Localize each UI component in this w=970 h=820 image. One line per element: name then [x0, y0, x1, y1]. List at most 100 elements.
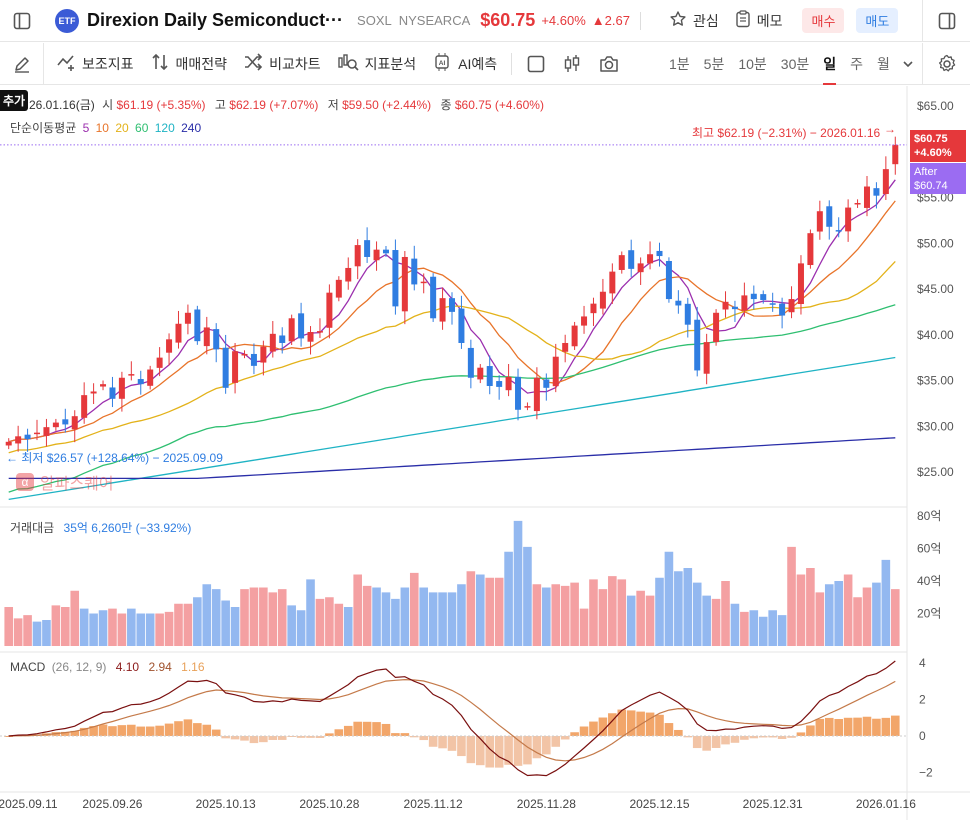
macd-histogram-bar	[664, 723, 674, 736]
sidebar-toggle-icon[interactable]	[0, 0, 44, 42]
candle-body	[769, 303, 776, 305]
volume-bar	[127, 608, 136, 646]
macd-histogram-bar	[617, 709, 627, 736]
volume-label: 거래대금	[10, 521, 55, 535]
macd-histogram-bar	[777, 736, 787, 739]
tab-period-day[interactable]: 일	[823, 43, 837, 85]
strategy-button[interactable]: 매매전략	[150, 52, 227, 75]
tab-period-5min[interactable]: 5분	[703, 56, 725, 72]
ma-legend[interactable]: 단순이동평균 5 10 20 60 120 240	[10, 119, 201, 136]
volume-bar	[42, 620, 51, 646]
x-axis-date-label: 2025.12.15	[629, 797, 689, 811]
volume-bar	[4, 607, 14, 646]
price-tag-pct: +4.60%	[914, 147, 952, 159]
tab-period-week[interactable]: 주	[850, 56, 864, 72]
watch-label: 관심	[692, 12, 719, 29]
macd-histogram-bar	[806, 725, 815, 736]
memo-button[interactable]: 메모	[735, 10, 782, 31]
volume-bar	[315, 598, 325, 646]
macd-histogram-bar	[211, 729, 221, 736]
volume-bar	[890, 589, 900, 646]
open-value: $61.19 (+5.35%)	[116, 98, 206, 112]
ticker-symbol: SOXL	[357, 13, 392, 28]
candle-body	[647, 254, 654, 264]
candle-style-icon[interactable]	[562, 54, 582, 74]
candle-body	[863, 186, 870, 208]
ai-predict-button[interactable]: AI AI예측	[432, 52, 497, 75]
x-axis-date-label: 2025.09.26	[82, 797, 142, 811]
draw-pencil-icon[interactable]	[0, 42, 44, 85]
ma-period-60: 60	[135, 121, 149, 135]
volume-bar	[409, 572, 419, 646]
tab-period-1min[interactable]: 1분	[669, 56, 690, 72]
candle-body	[382, 249, 389, 254]
chart-canvas[interactable]: $65.00$60.00$55.00$50.00$45.00$40.00$35.…	[0, 86, 970, 820]
candle-body	[713, 312, 720, 343]
chevron-down-icon[interactable]	[902, 58, 914, 70]
tab-period-month[interactable]: 월	[877, 56, 890, 72]
volume-axis-tick-label: 60억	[917, 542, 941, 556]
watch-button[interactable]: 관심	[669, 10, 719, 31]
macd-histogram-bar	[447, 736, 457, 751]
volume-bar	[824, 584, 834, 646]
volume-bar	[51, 605, 61, 646]
x-axis-date-label: 2025.09.11	[0, 797, 58, 811]
volume-bar	[834, 581, 843, 646]
candle-body	[81, 395, 88, 418]
candle-body	[241, 353, 248, 356]
tab-period-30min[interactable]: 30분	[780, 56, 810, 72]
macd-histogram-bar	[61, 731, 70, 736]
volume-bar	[145, 613, 155, 646]
volume-bar	[721, 581, 730, 646]
volume-bar	[259, 587, 268, 646]
volume-bar	[598, 589, 608, 646]
ma-line-10	[8, 200, 896, 443]
compare-button[interactable]: 비교차트	[243, 53, 321, 74]
macd-histogram-bar	[306, 736, 315, 738]
candle-body	[656, 250, 663, 257]
macd-axis-tick-label: 4	[919, 656, 926, 670]
after-price: $60.74	[914, 180, 948, 192]
analysis-label: 지표분석	[364, 55, 417, 72]
buy-button[interactable]: 매수	[802, 8, 845, 33]
volume-bar	[758, 616, 768, 646]
volume-bar	[108, 608, 117, 646]
macd-histogram-bar	[174, 721, 183, 736]
candle-body	[260, 346, 267, 363]
candle-body	[203, 327, 210, 347]
add-tag[interactable]: 추가	[0, 90, 29, 111]
settings-gear-icon[interactable]	[922, 43, 970, 85]
square-select-icon[interactable]	[526, 54, 546, 74]
ma-line-120	[8, 356, 896, 501]
analysis-button[interactable]: 지표분석	[337, 52, 417, 75]
volume-bar	[249, 587, 259, 646]
macd-histogram-bar	[570, 732, 579, 736]
sell-button[interactable]: 매도	[856, 8, 899, 33]
panel-toggle-icon[interactable]	[922, 0, 970, 42]
volume-bar	[674, 571, 683, 646]
candle-body	[750, 293, 757, 300]
macd-histogram-bar	[89, 726, 98, 736]
toolbar-divider	[511, 52, 513, 75]
candle-body	[354, 245, 361, 267]
macd-histogram-bar	[315, 736, 325, 738]
macd-histogram-bar	[655, 714, 664, 736]
macd-histogram-bar	[824, 717, 834, 736]
volume-bar	[626, 595, 636, 646]
volume-bar	[636, 590, 645, 646]
chart-area[interactable]: $65.00$60.00$55.00$50.00$45.00$40.00$35.…	[0, 86, 970, 820]
candle-body	[845, 207, 852, 232]
candle-body	[760, 294, 767, 300]
indicator-button[interactable]: 보조지표	[56, 53, 134, 74]
candle-body	[741, 295, 748, 311]
macd-histogram-bar	[834, 719, 843, 736]
svg-text:AI: AI	[439, 60, 446, 67]
instrument-title[interactable]: Direxion Daily Semiconduct···	[87, 10, 344, 30]
volume-bar	[881, 559, 891, 646]
candle-body	[62, 419, 69, 425]
macd-histogram-bar	[872, 718, 881, 736]
camera-icon[interactable]	[598, 54, 620, 74]
macd-histogram-bar	[683, 736, 693, 738]
tab-period-10min[interactable]: 10분	[738, 56, 767, 72]
volume-bar	[362, 585, 372, 646]
